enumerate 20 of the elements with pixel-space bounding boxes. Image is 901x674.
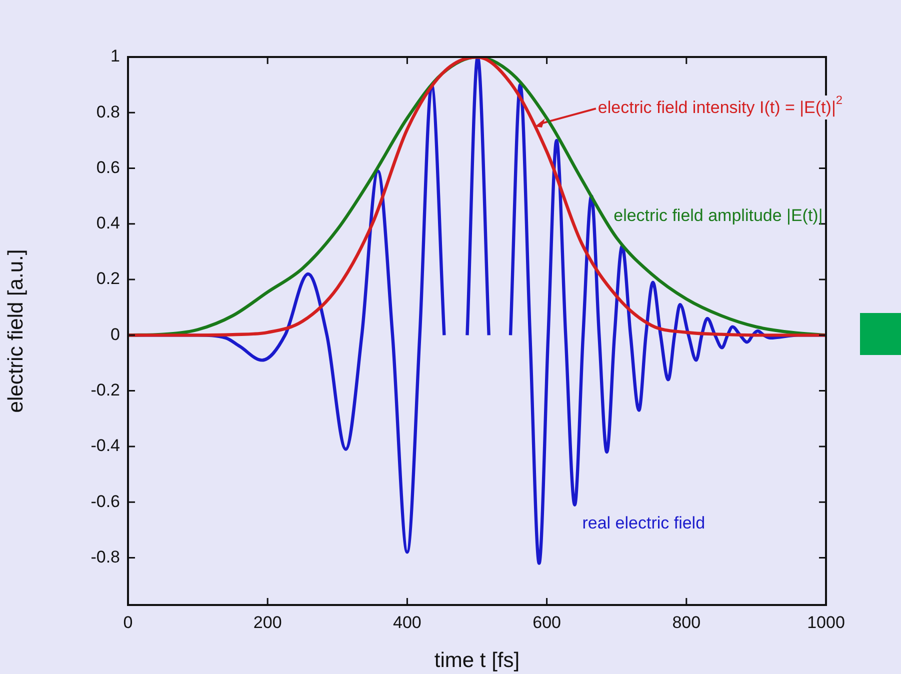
y-tick-label: -0.2 [90,380,120,400]
x-axis-title: time t [fs] [434,649,520,672]
annotation: real electric field [582,514,706,533]
y-tick-label: 0.8 [96,102,120,122]
y-tick-label: -0.4 [90,436,120,456]
annotation: electric field amplitude |E(t)| [614,206,823,226]
y-tick-label: -0.8 [90,547,120,566]
x-tick-label: 800 [672,612,701,632]
y-tick-label: 0.6 [96,158,120,177]
y-tick-label: -0.6 [90,492,120,511]
y-tick-label: 0.2 [96,269,120,288]
x-tick-label: 200 [253,612,282,632]
x-tick-label: 600 [532,612,561,632]
x-tick-label: 400 [393,612,422,632]
x-tick-label: 1000 [807,612,845,632]
x-tick-label: 0 [123,612,133,632]
y-tick-label: 0.4 [96,214,120,233]
y-axis-title: electric field [a.u.] [4,249,28,413]
y-tick-label: 1 [110,46,120,66]
y-tick-label: 0 [110,324,120,344]
